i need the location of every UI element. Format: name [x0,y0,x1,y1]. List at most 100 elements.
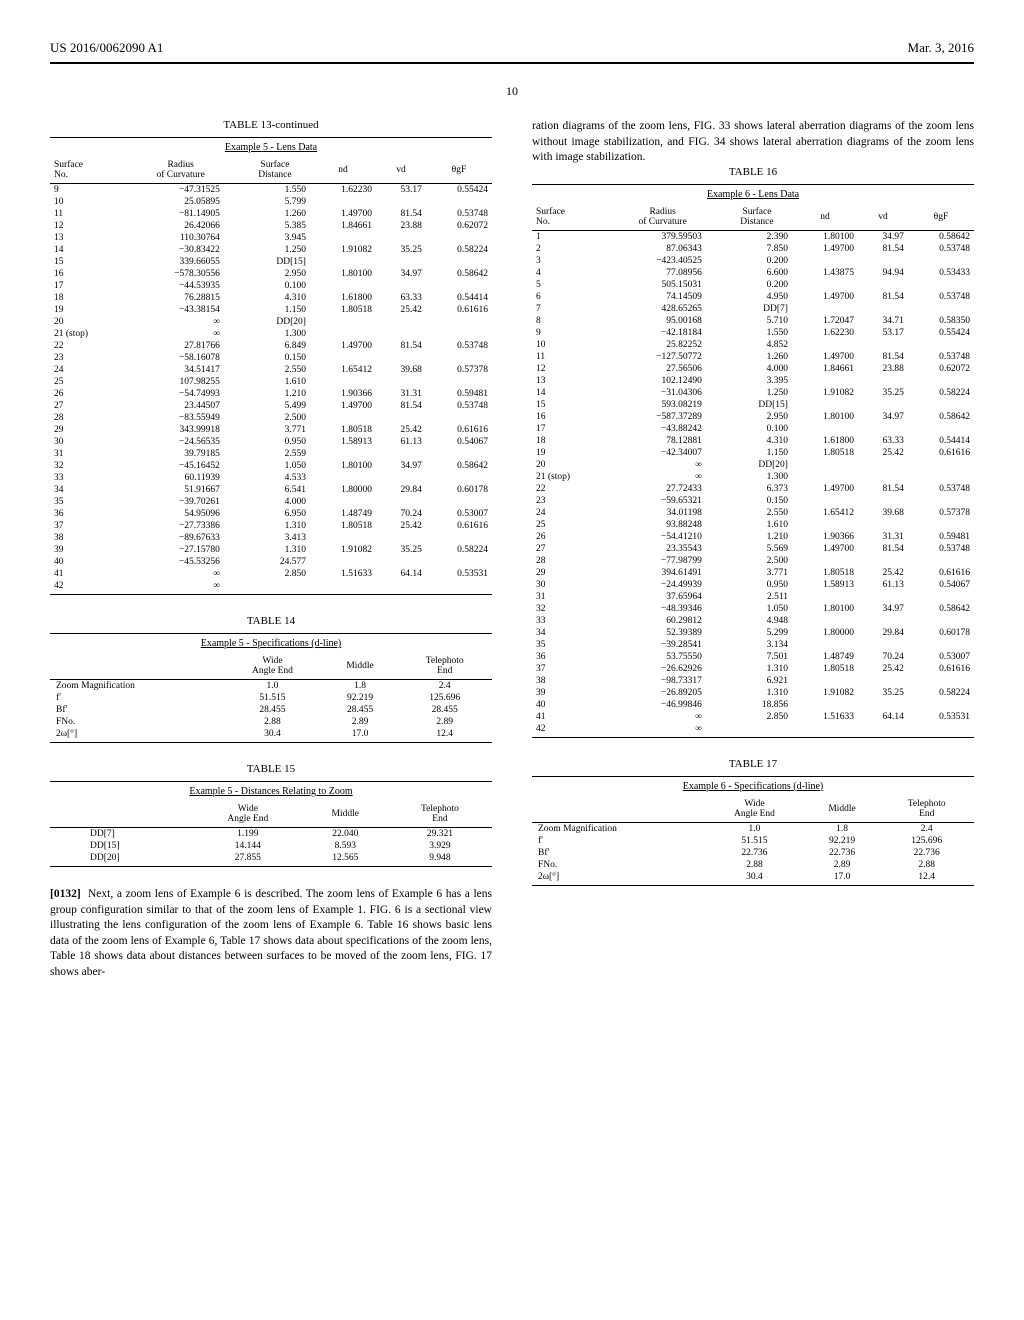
table-cell: 17.0 [805,871,880,883]
table-cell [376,412,426,424]
table-cell: 40 [532,699,603,711]
table-cell: 2.950 [240,268,310,280]
table-cell: 2.89 [323,716,398,728]
table-cell: 1.250 [722,387,792,399]
table-cell: 0.55424 [908,327,974,339]
table-cell: 4.310 [240,292,310,304]
table-cell: −54.74993 [121,388,239,400]
table-cell: 1.91082 [792,387,858,399]
table-cell: 23.88 [376,220,426,232]
table-row: 28−77.987992.500 [532,555,974,567]
table-row: 16−578.305562.9501.8010034.970.58642 [50,268,492,280]
table-cell: 31 [50,448,121,460]
table-cell: 0.61616 [426,304,492,316]
table-cell: 2.550 [240,364,310,376]
table-row: 39−26.892051.3101.9108235.250.58224 [532,687,974,699]
table-row: 35−39.285413.134 [532,639,974,651]
table-cell: 30 [532,579,603,591]
table-cell [426,328,492,340]
table-cell [376,316,426,328]
table-cell: 35.25 [858,687,908,699]
page-header: US 2016/0062090 A1 Mar. 3, 2016 [50,40,974,56]
table-cell: 9 [50,184,121,197]
table-row: 26−54.412101.2101.9036631.310.59481 [532,531,974,543]
table-cell [858,591,908,603]
table-cell: 2 [532,243,603,255]
table-15-sub: Example 5 - Distances Relating to Zoom [50,786,492,797]
table-cell: 2.390 [722,230,792,243]
table-cell: 1.150 [240,304,310,316]
table-cell [310,352,376,364]
table-cell: 2.500 [722,555,792,567]
table-cell: 22 [532,483,603,495]
table-cell: DD[20] [240,316,310,328]
table-cell: 1.150 [722,447,792,459]
table-cell: 2.88 [222,716,322,728]
table-cell: DD[15] [240,256,310,268]
table-cell: Bf′ [50,704,222,716]
table-cell: 1.80100 [310,268,376,280]
table-cell: 3 [532,255,603,267]
table-cell: 25.42 [858,663,908,675]
table-cell: 24.577 [240,556,310,568]
table-cell: 60.29812 [603,615,721,627]
table-cell: 17 [532,423,603,435]
table-cell: 36 [532,651,603,663]
table-cell: 1.550 [722,327,792,339]
table-cell: 39.79185 [121,448,239,460]
table-row: 41∞2.8501.5163364.140.53531 [532,711,974,723]
table-cell: 20 [50,316,121,328]
table-cell: 81.54 [858,243,908,255]
table-cell [240,580,310,592]
table-cell [858,279,908,291]
table-cell: 12.4 [397,728,492,740]
table-row: 42∞ [50,580,492,592]
table-cell: 7.501 [722,651,792,663]
table-row: 23−59.653210.150 [532,495,974,507]
table-cell [908,519,974,531]
table-cell: 4.533 [240,472,310,484]
table-cell: Bf′ [532,847,704,859]
table-col-header [50,655,222,680]
table-cell: 1.8 [805,822,880,835]
table-cell: 4.000 [722,363,792,375]
table-cell: 0.53748 [426,340,492,352]
page-number: 10 [50,84,974,99]
table-cell: 0.53748 [426,208,492,220]
table-cell [792,255,858,267]
table-cell [310,376,376,388]
table-cell [908,375,974,387]
table-cell: 3.771 [722,567,792,579]
header-left: US 2016/0062090 A1 [50,40,163,56]
table-cell [858,555,908,567]
table-cell: 0.60178 [426,484,492,496]
table-cell [858,375,908,387]
table-cell [722,723,792,735]
table-cell [310,256,376,268]
table-cell [792,279,858,291]
table-cell: 42 [50,580,121,592]
table-cell [908,591,974,603]
table-row: Bf′28.45528.45528.455 [50,704,492,716]
table-row: 25107.982551.610 [50,376,492,388]
table-cell: 51.91667 [121,484,239,496]
table-cell [376,280,426,292]
table-cell [310,580,376,592]
table-cell [908,699,974,711]
table-cell: 1.62230 [310,184,376,197]
table-cell: 1.0 [222,680,322,693]
table-cell: 25 [50,376,121,388]
table-row: f′51.51592.219125.696 [532,835,974,847]
table-cell: −42.34007 [603,447,721,459]
table-cell: 1.250 [240,244,310,256]
table-cell: 343.99918 [121,424,239,436]
table-row: 2ω[°]30.417.012.4 [532,871,974,883]
table-cell: 2.511 [722,591,792,603]
table-cell: 1.51633 [792,711,858,723]
table-cell: −54.41210 [603,531,721,543]
table-cell: 0.57378 [908,507,974,519]
table-cell: 35.25 [858,387,908,399]
table-cell: 1.49700 [792,543,858,555]
table-cell: −26.62926 [603,663,721,675]
table-cell [858,399,908,411]
